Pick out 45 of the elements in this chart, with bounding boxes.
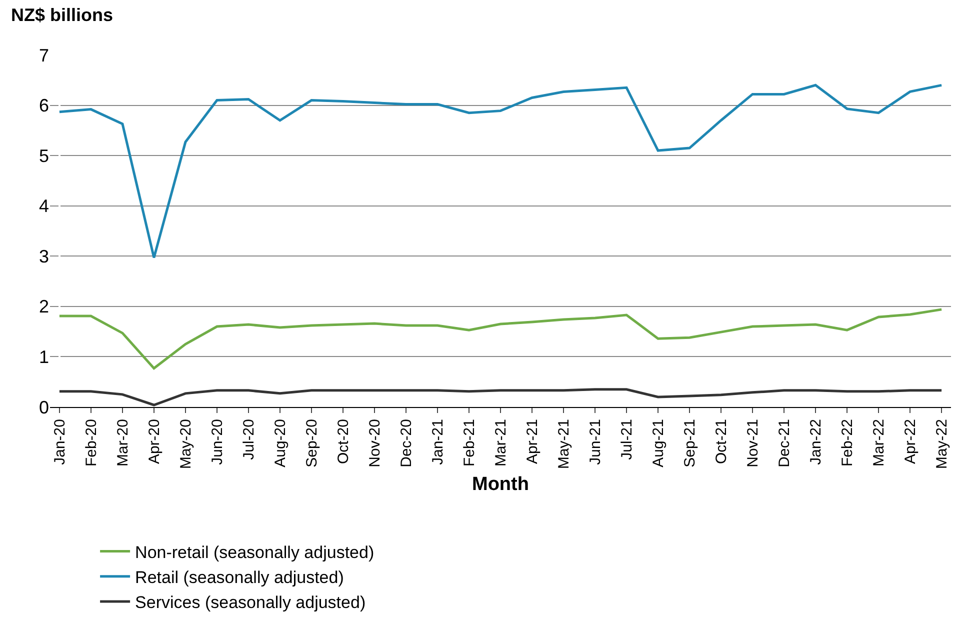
x-tick-label: Feb-21 [460, 419, 478, 467]
x-tick-label: Oct-20 [334, 419, 352, 464]
x-tick-label: Aug-21 [650, 419, 667, 468]
y-tick-label: 0 [38, 397, 49, 418]
x-tick-label: Apr-20 [146, 419, 163, 464]
x-tick-label: Apr-21 [524, 419, 541, 464]
x-tick-label: Dec-20 [398, 419, 415, 468]
y-tick-label: 2 [38, 296, 49, 317]
x-tick-label: Jan-22 [807, 419, 824, 465]
line-series [58, 84, 943, 259]
legend-label: Non-retail (seasonally adjusted) [135, 542, 374, 562]
legend-label: Retail (seasonally adjusted) [135, 568, 344, 587]
x-tick-label: Dec-21 [776, 419, 793, 468]
x-tick-label: Jun-21 [586, 419, 604, 465]
x-tick-label: Mar-20 [114, 419, 132, 467]
x-tick-label: Feb-20 [82, 419, 100, 467]
x-tick-label: Jun-20 [208, 419, 226, 465]
x-tick-label: Sep-21 [681, 419, 698, 468]
x-tick-label: May-20 [177, 419, 194, 470]
line-series [58, 388, 943, 406]
x-tick-label: Feb-22 [838, 419, 856, 467]
x-tick-label: Nov-21 [744, 419, 762, 468]
x-axis-title: Month [472, 474, 529, 495]
x-tick-label: Jan-20 [51, 419, 68, 465]
y-tick-label: 6 [38, 96, 49, 116]
x-tick-label: Mar-21 [492, 419, 510, 467]
x-tick-label: Jan-21 [429, 419, 446, 465]
y-tick-label: 4 [38, 196, 49, 216]
line-series [58, 308, 943, 370]
y-tick-label: 5 [38, 146, 49, 166]
legend-label: Services (seasonally adjusted) [135, 593, 366, 612]
x-tick-label: Jul-20 [240, 419, 258, 460]
y-tick-label: 3 [38, 246, 49, 266]
y-tick-label: 7 [38, 45, 49, 66]
x-tick-label: Jul-21 [618, 419, 636, 460]
x-tick-label: Nov-20 [366, 419, 384, 468]
x-tick-label: Mar-22 [870, 419, 888, 467]
x-tick-label: May-21 [555, 419, 572, 470]
x-tick-label: Aug-20 [272, 419, 289, 468]
x-tick-label: Sep-20 [303, 419, 320, 468]
x-tick-label: Oct-21 [712, 419, 730, 464]
x-tick-label: May-22 [933, 419, 950, 470]
y-axis-title: NZ$ billions [11, 5, 114, 25]
x-tick-label: Apr-22 [902, 419, 919, 464]
y-tick-label: 1 [38, 347, 49, 368]
